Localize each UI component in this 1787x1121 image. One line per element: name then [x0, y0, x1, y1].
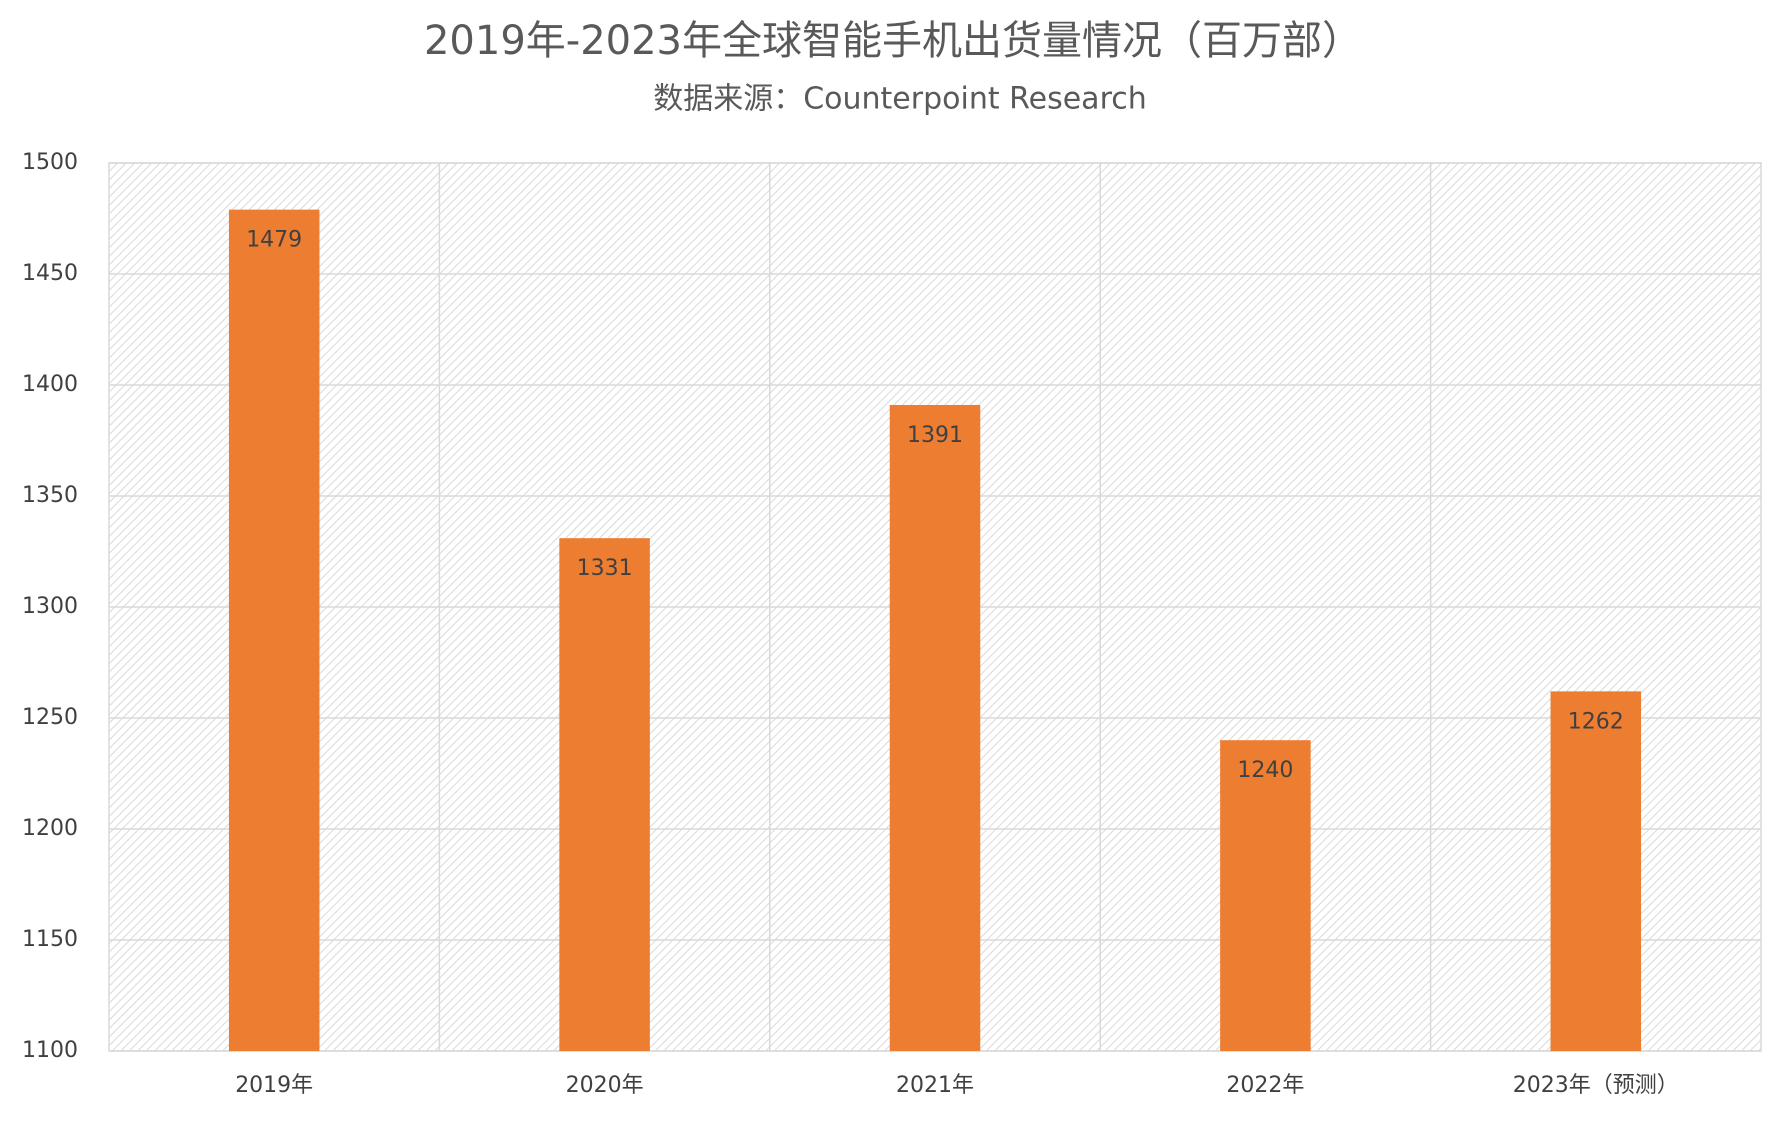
y-tick-label: 1150: [22, 927, 78, 952]
data-label: 1391: [907, 423, 963, 448]
x-tick-label: 2021年: [896, 1073, 974, 1098]
y-tick-label: 1100: [22, 1038, 78, 1063]
y-tick-label: 1300: [22, 594, 78, 619]
bar: [1550, 691, 1642, 1051]
data-label: 1240: [1237, 758, 1293, 783]
bar: [1220, 740, 1311, 1051]
y-tick-label: 1350: [22, 483, 78, 508]
data-label: 1479: [246, 228, 302, 253]
bar: [889, 404, 981, 1052]
bar: [559, 538, 650, 1051]
x-tick-label: 2019年: [235, 1073, 313, 1098]
y-tick-label: 1400: [22, 372, 78, 397]
data-label: 1262: [1568, 709, 1624, 734]
y-tick-label: 1500: [22, 150, 78, 175]
y-tick-label: 1250: [22, 705, 78, 730]
x-tick-label: 2023年（预测）: [1513, 1073, 1679, 1098]
chart-title: 2019年-2023年全球智能手机出货量情况（百万部）: [424, 18, 1362, 64]
bar: [228, 209, 320, 1051]
x-tick-label: 2020年: [566, 1073, 644, 1098]
data-label: 1331: [577, 556, 633, 581]
x-tick-label: 2022年: [1226, 1073, 1304, 1098]
y-tick-label: 1200: [22, 816, 78, 841]
y-tick-label: 1450: [22, 261, 78, 286]
chart-subtitle: 数据来源：Counterpoint Research: [653, 82, 1147, 117]
